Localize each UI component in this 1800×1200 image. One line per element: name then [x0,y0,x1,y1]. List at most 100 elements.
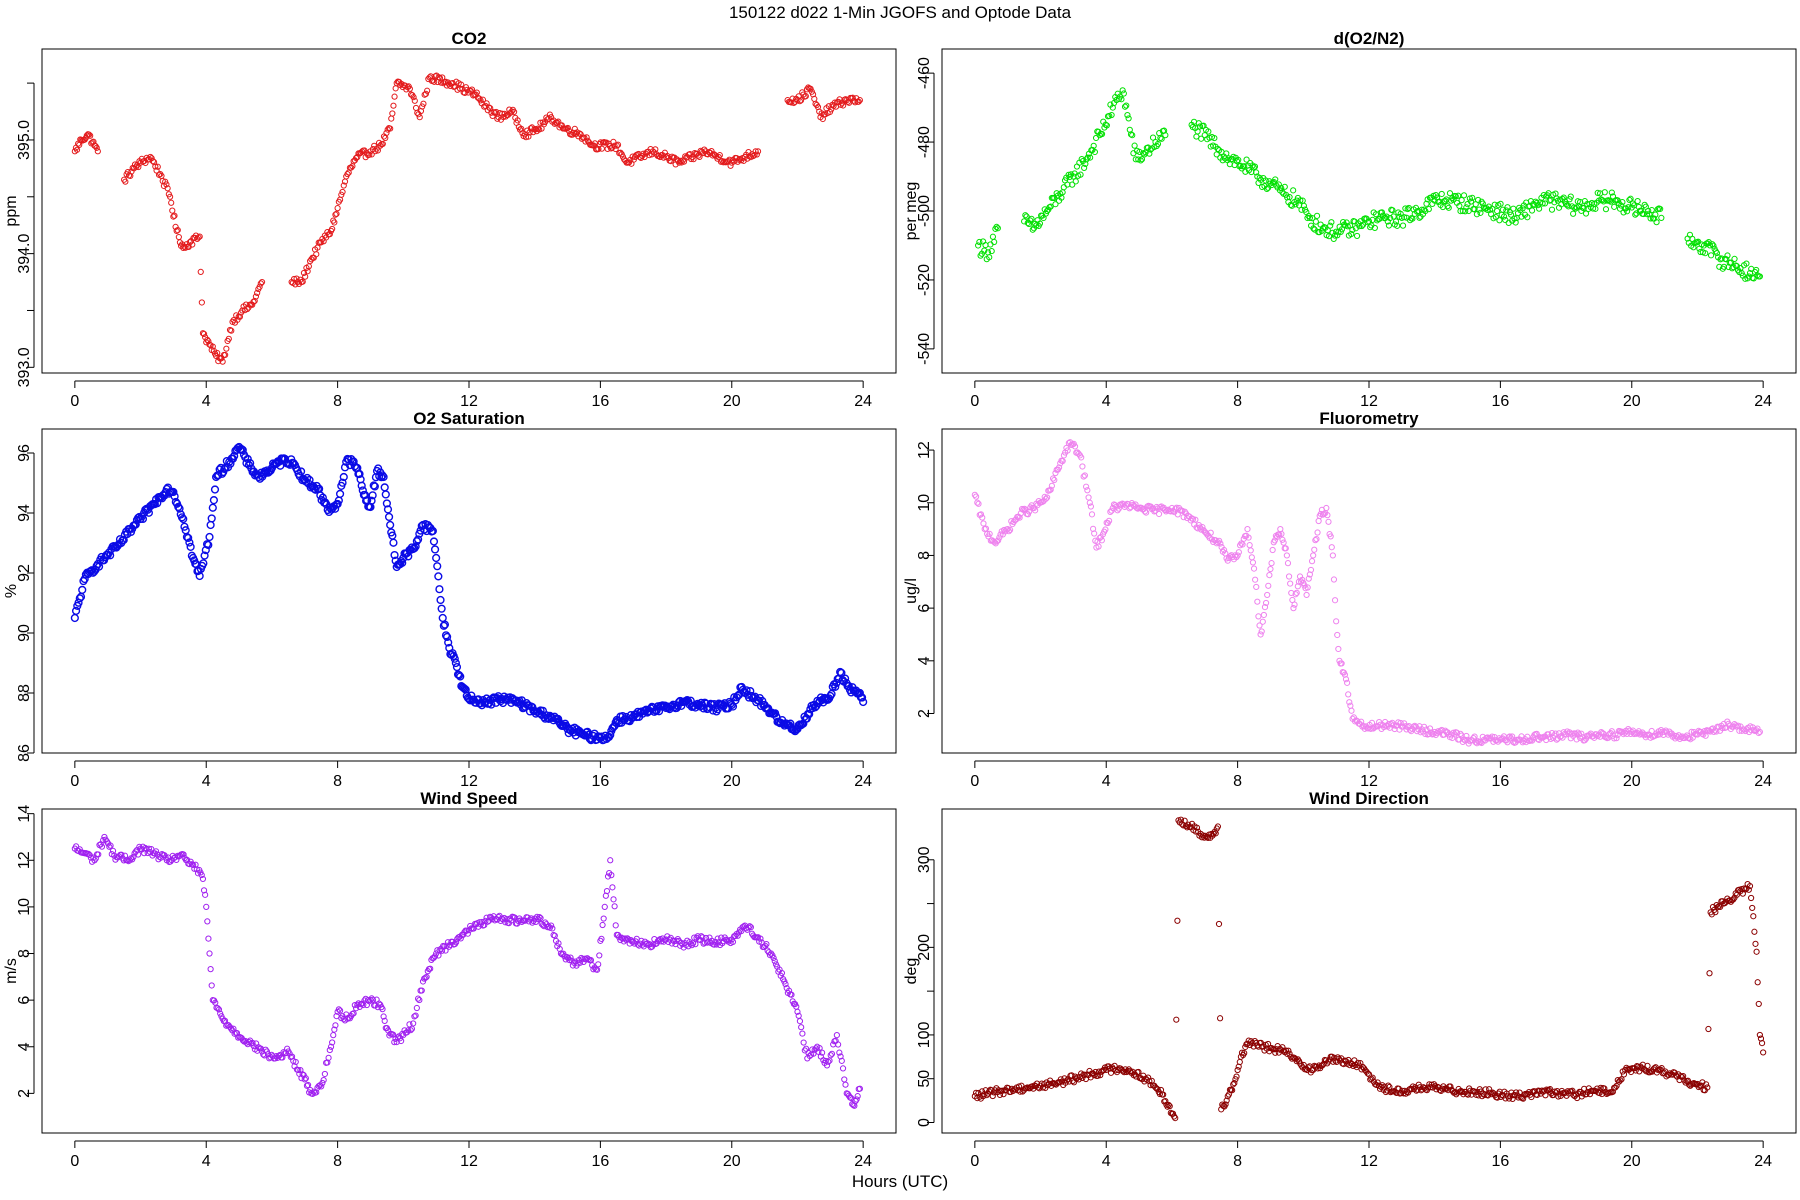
data-point [506,106,513,113]
data-point [738,927,745,935]
data-point [603,887,611,895]
data-point [1324,512,1331,519]
data-point [1755,1000,1762,1008]
data-point [1567,193,1574,200]
data-point [1385,1082,1392,1089]
data-point [788,991,795,998]
data-point [537,914,544,922]
data-point [1455,1085,1462,1093]
data-point [1310,225,1317,232]
data-point [1741,726,1748,733]
data-point [1760,1049,1767,1056]
data-point [350,462,359,471]
data-point [1006,526,1014,533]
data-point [200,330,208,338]
x-tick-label: 16 [1491,773,1509,790]
data-point [413,535,423,544]
data-point [1496,217,1503,224]
data-point [601,903,608,910]
data-point [258,278,266,286]
data-point [1084,154,1091,161]
data-point [614,141,622,148]
data-point [194,235,201,243]
data-point [1690,244,1697,251]
x-axis: 0 4 8 12 16 20 24 [70,1140,872,1170]
data-point [1235,549,1242,556]
y-axis-label: per meg [903,182,920,241]
data-point [1511,215,1518,222]
x-tick-label: 20 [723,1153,741,1170]
panel-title: Wind Speed [420,789,517,808]
data-point [598,935,605,942]
data-point [206,950,213,957]
data-point [431,953,439,960]
data-point [1262,177,1269,184]
data-point [855,98,862,105]
data-point [1609,193,1617,200]
data-point [1156,1090,1163,1098]
data-point [1146,150,1153,157]
data-point [339,188,346,196]
data-point [1353,1064,1360,1071]
data-point [1196,123,1204,130]
data-point [1241,1050,1248,1057]
data-point [1126,505,1133,512]
data-point [1314,529,1321,536]
data-point [1061,1075,1068,1082]
data-point [1334,232,1341,239]
data-point [1091,530,1098,537]
data-point [526,129,533,136]
data-point [316,491,325,500]
data-point [1425,206,1432,213]
data-point [89,139,96,146]
data-point [690,156,697,163]
data-point [1658,214,1665,221]
y-axis-label: m/s [3,958,20,984]
data-point [1445,204,1452,211]
data-point [1282,1047,1290,1054]
data-point [1067,171,1075,178]
data-point [1363,215,1370,222]
data-point [556,945,563,953]
data-point [1147,1082,1154,1089]
x-tick-label: 0 [70,1153,79,1170]
data-point [742,686,751,695]
data-point [71,606,81,615]
data-point [1212,537,1219,544]
data-point [335,1006,342,1013]
data-point [796,98,803,105]
data-point [150,159,158,166]
x-tick-label: 4 [1102,1153,1111,1170]
data-point [1311,546,1318,553]
data-point [436,947,443,954]
data-point [1055,464,1063,471]
x-tick-label: 24 [1754,1153,1772,1170]
data-point [1333,618,1340,625]
data-point [975,242,982,249]
data-point [1494,1094,1501,1101]
data-point [1497,200,1504,207]
data-point [352,1005,360,1012]
data-point [1519,205,1526,212]
data-point [167,858,174,865]
data-point [367,496,376,505]
data-point [1620,1071,1628,1078]
data-point [205,935,212,942]
data-point [1713,249,1721,257]
data-point [1574,729,1581,736]
data-point [1119,87,1126,94]
data-point [837,1053,844,1060]
data-point [1754,725,1761,732]
y-tick-label: 90 [16,624,33,642]
data-point [1743,260,1750,267]
data-point [391,1039,398,1046]
data-point [1026,508,1033,515]
data-point [186,542,195,551]
data-point [1634,197,1641,205]
data-point [994,225,1001,232]
data-point [1401,720,1408,727]
data-point [313,251,320,258]
data-point [85,131,93,138]
data-point [451,658,460,668]
